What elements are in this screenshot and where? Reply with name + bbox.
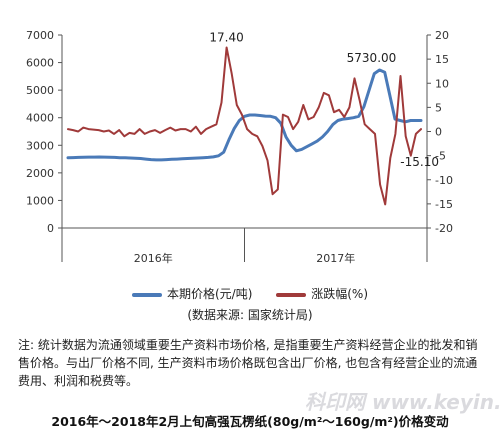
left-axis-ticks: 7000 6000 5000 4000 3000 2000 1000 0: [26, 29, 62, 235]
left-tick-label: 6000: [26, 57, 54, 70]
annotation-label: 5730.00: [347, 51, 397, 65]
data-source: (数据来源: 国家统计局): [187, 308, 313, 322]
right-tick-label: 0: [435, 126, 442, 139]
legend-swatch-change: [276, 292, 307, 297]
price-chart: 7000 6000 5000 4000 3000 2000 1000 0 20 15 10 5 0 -5…: [26, 29, 453, 265]
series-line-change: [67, 46, 422, 206]
legend-item-price: 本期价格(元/吨): [131, 285, 253, 302]
x-category-label: 2016年: [134, 251, 173, 265]
legend-label-price: 本期价格(元/吨): [166, 287, 253, 301]
figure-caption: 2016年～2018年2月上旬高强瓦楞纸(80g/m²～160g/m²)价格变动: [51, 414, 449, 429]
annotations: 17.40 5730.00 -15.10: [209, 31, 439, 169]
chart-frame: [61, 35, 428, 262]
left-tick-label: 3000: [26, 139, 54, 152]
right-tick-label: 10: [435, 77, 449, 90]
x-category-label: 2017年: [316, 251, 355, 265]
right-tick-label: -15: [435, 198, 453, 211]
left-tick-label: 2000: [26, 167, 54, 180]
right-tick-label: -10: [435, 174, 453, 187]
right-tick-label: -5: [435, 150, 446, 163]
right-axis-ticks: 20 15 10 5 0 -5 -10 -15 -20: [427, 29, 453, 235]
watermark: 科印网 www.keyin.cn: [305, 390, 500, 414]
legend-swatch-price: [131, 292, 162, 297]
left-tick-label: 1000: [26, 194, 54, 207]
series-lines: [66, 46, 423, 206]
left-tick-label: 0: [47, 222, 54, 235]
annotation-label: -15.10: [400, 155, 439, 169]
series-line-price: [66, 68, 423, 162]
legend-label-change: 涨跌幅(%): [311, 287, 369, 301]
right-tick-label: -20: [435, 222, 453, 235]
right-tick-label: 15: [435, 53, 449, 66]
x-axis-categories: 2016年 2017年: [134, 251, 356, 265]
left-tick-label: 7000: [26, 29, 54, 42]
left-tick-label: 5000: [26, 84, 54, 97]
left-tick-label: 4000: [26, 112, 54, 125]
legend-item-change: 涨跌幅(%): [276, 285, 368, 302]
annotation-label: 17.40: [209, 31, 243, 45]
legend: 本期价格(元/吨) 涨跌幅(%): [0, 285, 500, 302]
footnote: 注: 统计数据为流通领域重要生产资料市场价格, 是指重要生产资料经营企业的批发和…: [18, 338, 478, 388]
right-tick-label: 5: [435, 101, 442, 114]
right-tick-label: 20: [435, 29, 449, 42]
